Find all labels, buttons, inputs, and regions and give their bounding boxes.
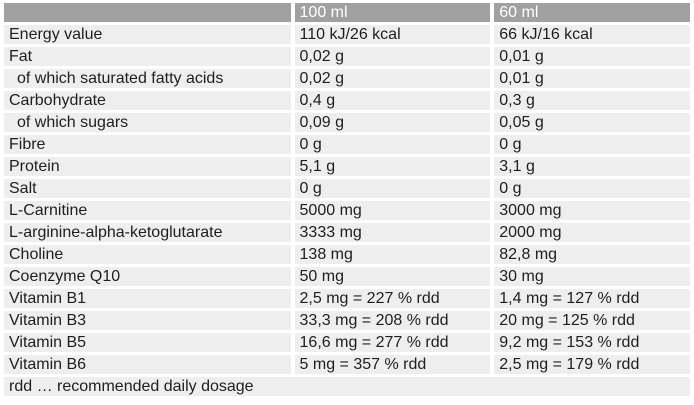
value-60ml: 3,1 g: [494, 157, 690, 176]
value-100ml: 0,4 g: [294, 91, 491, 110]
value-100ml: 0 g: [294, 179, 491, 198]
value-60ml: 0,01 g: [494, 69, 690, 88]
table-row: Choline 138 mg 82,8 mg: [4, 245, 690, 264]
table-row: Carbohydrate 0,4 g 0,3 g: [4, 91, 690, 110]
value-60ml: 0,05 g: [494, 113, 690, 132]
row-label: Protein: [4, 157, 291, 176]
value-100ml: 16,6 mg = 277 % rdd: [294, 333, 491, 352]
table-row: Fat 0,02 g 0,01 g: [4, 47, 690, 66]
value-60ml: 2,5 mg = 179 % rdd: [494, 355, 690, 374]
table-row: Coenzyme Q10 50 mg 30 mg: [4, 267, 690, 286]
row-label: L-arginine-alpha-ketoglutarate: [4, 223, 291, 242]
row-label: of which saturated fatty acids: [4, 69, 291, 88]
footnote-row: rdd … recommended daily dosage: [4, 377, 690, 396]
value-60ml: 0,01 g: [494, 47, 690, 66]
value-60ml: 20 mg = 125 % rdd: [494, 311, 690, 330]
table-row: Energy value 110 kJ/26 kcal 66 kJ/16 kcal: [4, 25, 690, 44]
row-label: Carbohydrate: [4, 91, 291, 110]
value-60ml: 66 kJ/16 kcal: [494, 25, 690, 44]
header-empty-cell: [4, 3, 291, 22]
table-row: Vitamin B3 33,3 mg = 208 % rdd 20 mg = 125…: [4, 311, 690, 330]
value-100ml: 110 kJ/26 kcal: [294, 25, 491, 44]
header-60ml-cell: 60 ml: [494, 3, 690, 22]
value-60ml: 1,4 mg = 127 % rdd: [494, 289, 690, 308]
row-label: L-Carnitine: [4, 201, 291, 220]
row-label: of which sugars: [4, 113, 291, 132]
table-row: Vitamin B5 16,6 mg = 277 % rdd 9,2 mg = 15…: [4, 333, 690, 352]
value-100ml: 5,1 g: [294, 157, 491, 176]
table-row: of which saturated fatty acids 0,02 g 0,01…: [4, 69, 690, 88]
value-60ml: 2000 mg: [494, 223, 690, 242]
row-label: Energy value: [4, 25, 291, 44]
table-footer: rdd … recommended daily dosage: [4, 377, 690, 396]
table-row: L-arginine-alpha-ketoglutarate 3333 mg 200…: [4, 223, 690, 242]
row-label: Fibre: [4, 135, 291, 154]
footnote: rdd … recommended daily dosage: [4, 377, 690, 396]
value-100ml: 0,09 g: [294, 113, 491, 132]
value-100ml: 5 mg = 357 % rdd: [294, 355, 491, 374]
value-60ml: 0 g: [494, 135, 690, 154]
value-100ml: 3333 mg: [294, 223, 491, 242]
value-100ml: 5000 mg: [294, 201, 491, 220]
value-100ml: 0,02 g: [294, 69, 491, 88]
row-label: Vitamin B3: [4, 311, 291, 330]
table-row: L-Carnitine 5000 mg 3000 mg: [4, 201, 690, 220]
table-row: Vitamin B1 2,5 mg = 227 % rdd 1,4 mg = 127…: [4, 289, 690, 308]
row-label: Salt: [4, 179, 291, 198]
row-label: Choline: [4, 245, 291, 264]
value-100ml: 0,02 g: [294, 47, 491, 66]
value-60ml: 0 g: [494, 179, 690, 198]
table-row: of which sugars 0,09 g 0,05 g: [4, 113, 690, 132]
value-100ml: 50 mg: [294, 267, 491, 286]
value-60ml: 9,2 mg = 153 % rdd: [494, 333, 690, 352]
table-row: Protein 5,1 g 3,1 g: [4, 157, 690, 176]
row-label: Fat: [4, 47, 291, 66]
value-60ml: 3000 mg: [494, 201, 690, 220]
value-60ml: 82,8 mg: [494, 245, 690, 264]
value-100ml: 2,5 mg = 227 % rdd: [294, 289, 491, 308]
row-label: Vitamin B5: [4, 333, 291, 352]
value-100ml: 33,3 mg = 208 % rdd: [294, 311, 491, 330]
value-60ml: 30 mg: [494, 267, 690, 286]
value-100ml: 138 mg: [294, 245, 491, 264]
row-label: Coenzyme Q10: [4, 267, 291, 286]
row-label: Vitamin B6: [4, 355, 291, 374]
header-100ml-cell: 100 ml: [294, 3, 491, 22]
row-label: Vitamin B1: [4, 289, 291, 308]
header-row: 100 ml 60 ml: [4, 3, 690, 22]
table-row: Vitamin B6 5 mg = 357 % rdd 2,5 mg = 179 %…: [4, 355, 690, 374]
table-header: 100 ml 60 ml: [4, 3, 690, 22]
value-100ml: 0 g: [294, 135, 491, 154]
value-60ml: 0,3 g: [494, 91, 690, 110]
table-body: Energy value 110 kJ/26 kcal 66 kJ/16 kcal F…: [4, 25, 690, 374]
